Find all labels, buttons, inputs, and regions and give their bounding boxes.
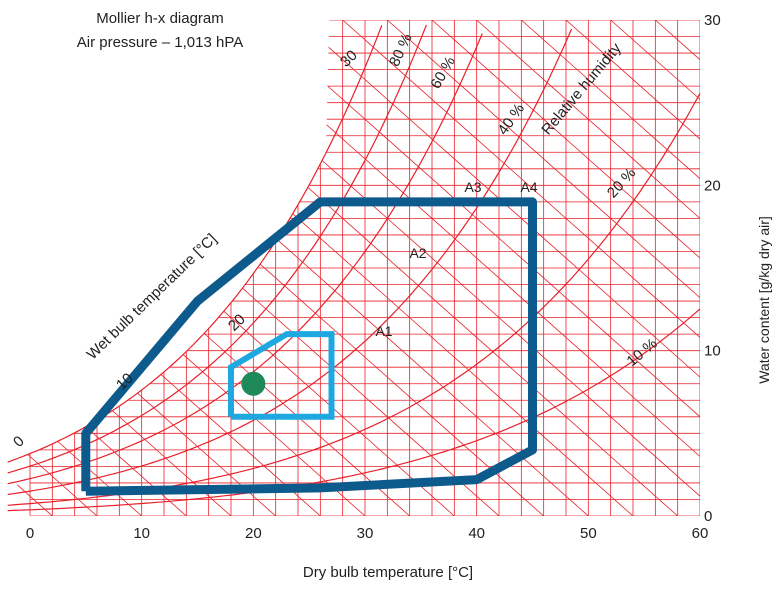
enthalpy-line — [342, 20, 700, 516]
enthalpy-line — [565, 20, 700, 516]
enthalpy-line — [7, 20, 8, 516]
rh-curve — [7, 308, 701, 512]
y-axis-label: Water content [g/kg dry air] — [756, 216, 772, 384]
enthalpy-line — [297, 20, 700, 516]
x-axis-label: Dry bulb temperature [°C] — [302, 564, 474, 581]
y-tick-label: 20 — [704, 177, 721, 194]
operating-envelopes — [81, 197, 537, 496]
operating-point — [241, 371, 266, 396]
rh-curve — [7, 24, 427, 474]
x-tick-label: 30 — [357, 525, 374, 542]
enthalpy-line — [7, 20, 276, 516]
rh-curve — [7, 25, 383, 463]
enthalpy-line — [7, 20, 187, 516]
enthalpy-line — [7, 20, 53, 516]
enthalpy-line — [431, 20, 700, 516]
y-tick-label: 10 — [704, 343, 721, 360]
outer-envelope — [81, 197, 537, 496]
wet-bulb-tick-label: 0 — [10, 433, 28, 451]
y-tick-label: 0 — [704, 508, 712, 525]
region-label: A4 — [520, 179, 537, 195]
enthalpy-line — [476, 20, 700, 516]
x-tick-label: 50 — [580, 525, 597, 542]
rh-curve-label: 20 % — [604, 165, 640, 202]
enthalpy-line — [387, 20, 700, 516]
rh-curve — [7, 28, 573, 496]
enthalpy-line — [7, 20, 232, 516]
x-tick-label: 10 — [133, 525, 150, 542]
rh-axis-label: Relative humidity — [538, 40, 625, 139]
x-tick-label: 40 — [468, 525, 485, 542]
y-tick-label: 30 — [704, 12, 721, 29]
wet-bulb-tick-label: 30 — [337, 47, 361, 71]
region-label: A1 — [375, 323, 392, 339]
chart-subtitle: Air pressure – 1,013 hPA — [76, 34, 244, 51]
enthalpy-line — [521, 20, 700, 516]
grid-lines — [7, 20, 700, 516]
x-tick-label: 20 — [245, 525, 262, 542]
chart-title: Mollier h-x diagram — [96, 10, 224, 27]
region-label: A2 — [409, 245, 426, 261]
region-label: A3 — [464, 179, 481, 195]
x-tick-label: 60 — [692, 525, 709, 542]
x-tick-label: 0 — [26, 525, 34, 542]
inner-envelope — [228, 331, 335, 420]
